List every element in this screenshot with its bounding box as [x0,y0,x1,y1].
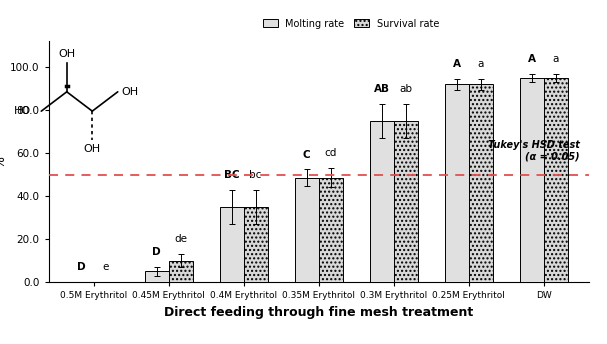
Bar [520,78,544,282]
Text: bc: bc [249,170,262,180]
Legend: Molting rate, Survival rate: Molting rate, Survival rate [259,15,443,33]
Bar [370,121,394,282]
Text: cd: cd [325,149,337,159]
Bar [144,271,169,282]
Text: Tukey's HSD test
(α = 0.05): Tukey's HSD test (α = 0.05) [488,140,580,162]
Bar [294,178,319,282]
Text: a: a [552,54,559,64]
Bar [445,84,469,282]
Text: A: A [453,59,461,69]
Text: D: D [152,247,161,257]
Text: D: D [77,262,86,272]
Bar [319,178,343,282]
Text: OH: OH [58,49,75,59]
Text: C: C [303,150,311,160]
Y-axis label: %: % [0,156,7,168]
Text: A: A [527,54,536,64]
Text: ab: ab [399,84,412,94]
Text: BC: BC [224,170,239,180]
Text: e: e [103,262,109,272]
Bar [469,84,493,282]
Text: HO: HO [14,106,31,116]
Bar [394,121,418,282]
Text: a: a [478,59,484,69]
Text: OH: OH [121,87,138,97]
Text: de: de [174,235,187,245]
Text: AB: AB [374,84,390,94]
Bar [544,78,568,282]
Bar [220,207,243,282]
X-axis label: Direct feeding through fine mesh treatment: Direct feeding through fine mesh treatme… [164,306,473,319]
Bar [169,261,192,282]
Text: OH: OH [84,144,101,154]
Bar [243,207,268,282]
